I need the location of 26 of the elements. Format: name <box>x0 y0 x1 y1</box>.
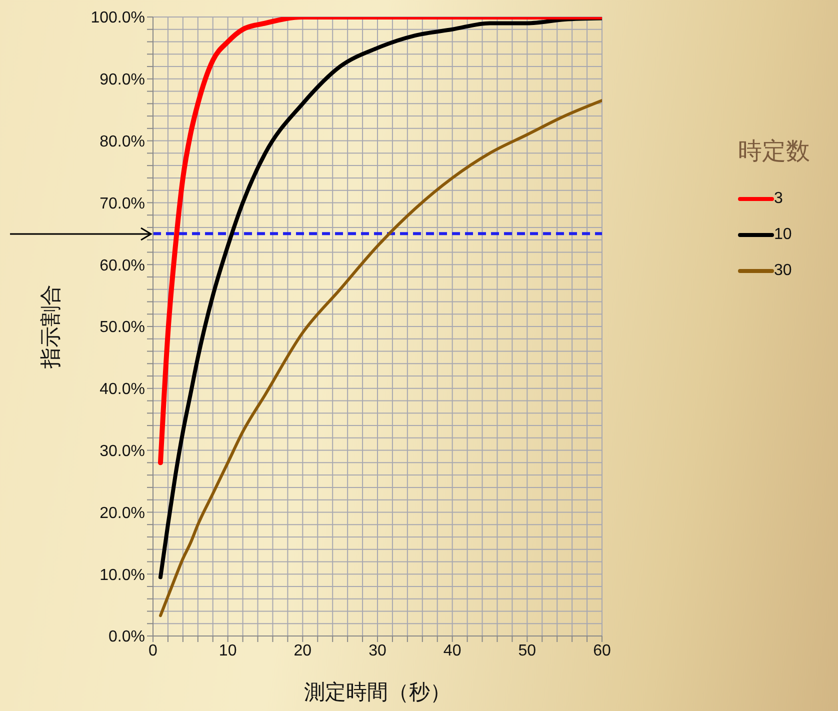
x-tick-label: 50 <box>518 642 536 660</box>
legend-title: 時定数 <box>738 137 811 167</box>
legend-label: 10 <box>774 226 792 244</box>
y-tick-label: 60.0% <box>100 257 145 274</box>
x-tick-label: 40 <box>443 642 462 660</box>
x-tick-label: 10 <box>218 642 237 660</box>
x-tick-label: 30 <box>368 642 386 660</box>
x-axis-title: 測定時間（秒） <box>304 681 451 704</box>
line-series <box>158 17 602 580</box>
legend-label: 3 <box>774 190 783 208</box>
y-tick-label: 70.0% <box>100 195 145 212</box>
y-tick-label: 90.0% <box>100 72 145 89</box>
y-tick-label: 40.0% <box>100 381 145 398</box>
line-series <box>158 99 602 618</box>
legend-label: 30 <box>774 262 792 280</box>
y-tick-label: 50.0% <box>100 319 145 336</box>
y-tick-label: 0.0% <box>108 628 145 646</box>
y-tick-label: 30.0% <box>100 442 145 460</box>
y-tick-label: 80.0% <box>100 133 145 150</box>
x-tick-label: 20 <box>294 642 312 660</box>
y-tick-label: 20.0% <box>100 504 145 522</box>
y-axis-title: 指示割合 <box>39 284 62 370</box>
y-tick-label: 10.0% <box>100 566 145 584</box>
x-tick-label: 0 <box>148 642 158 660</box>
y-tick-label: 100.0% <box>90 10 145 27</box>
x-tick-label: 60 <box>593 642 611 660</box>
